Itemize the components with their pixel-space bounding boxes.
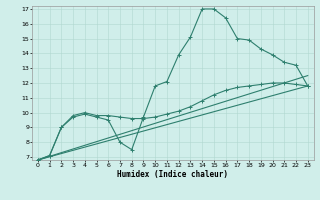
X-axis label: Humidex (Indice chaleur): Humidex (Indice chaleur)	[117, 170, 228, 179]
